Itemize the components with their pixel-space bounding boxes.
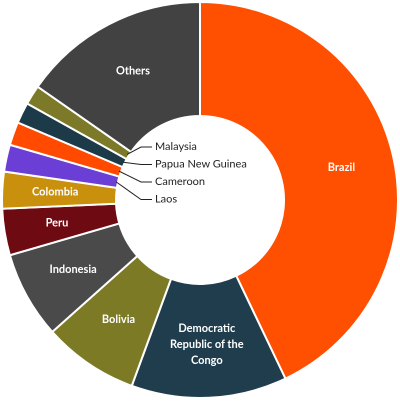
slice-label: Bolivia: [102, 313, 135, 326]
slice: [130, 274, 287, 399]
leader-line: [115, 181, 152, 200]
leader-line: [122, 161, 152, 165]
callout-label: Papua New Guinea: [155, 157, 247, 170]
slice-label: Brazil: [328, 161, 356, 174]
callout-label: Malaysia: [155, 140, 197, 153]
slice-label: Others: [116, 64, 150, 77]
callout-label: Cameroon: [155, 175, 205, 188]
slice-label: Colombia: [32, 186, 78, 199]
slice: [36, 0, 201, 154]
slice-label: Peru: [46, 216, 69, 229]
leader-line: [126, 146, 152, 155]
leader-line: [118, 170, 152, 183]
slice: [199, 0, 399, 380]
callout-label: Laos: [155, 192, 177, 205]
slice-label: Democratic Republic of the Congo: [170, 322, 244, 367]
slice-label: Indonesia: [50, 263, 97, 276]
